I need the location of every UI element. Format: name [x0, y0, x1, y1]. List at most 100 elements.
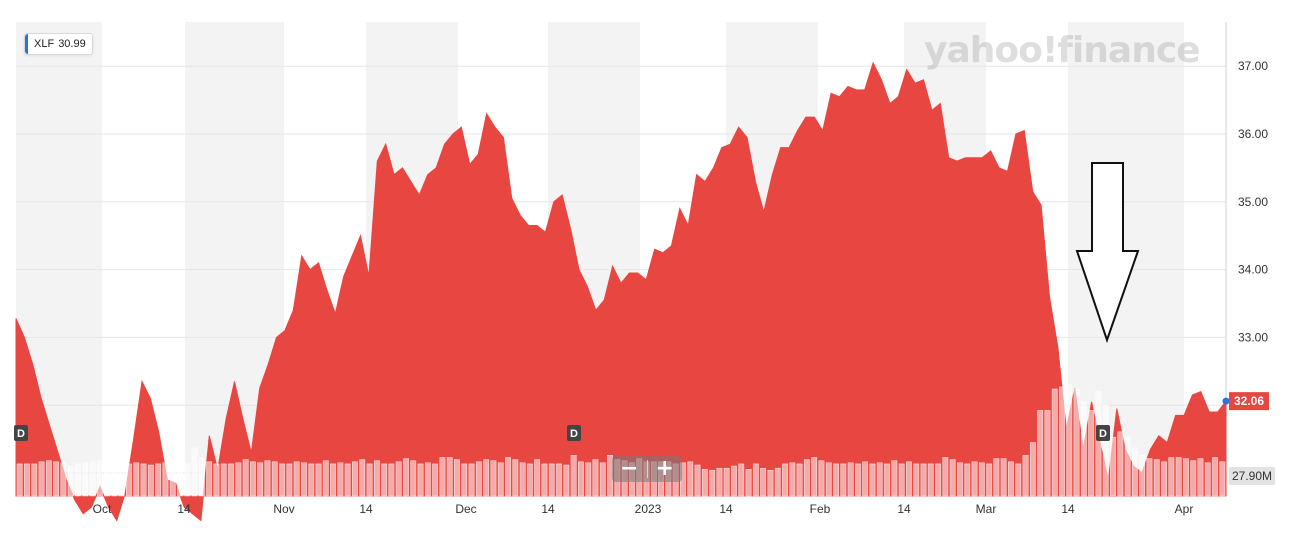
- volume-bar: [1219, 461, 1226, 497]
- volume-bar: [1073, 388, 1080, 497]
- x-tick-label: 14: [1061, 502, 1075, 516]
- volume-bar: [935, 463, 941, 497]
- volume-tag: [1229, 467, 1275, 485]
- volume-bar: [760, 467, 767, 497]
- dividend-marker[interactable]: D: [567, 425, 581, 441]
- volume-bar: [301, 462, 307, 497]
- volume-bar: [884, 463, 890, 497]
- volume-bar: [1175, 457, 1182, 497]
- volume-bar: [505, 457, 511, 497]
- volume-bar: [701, 469, 708, 497]
- annotations: [1075, 162, 1140, 344]
- dividend-badge: [567, 425, 581, 441]
- volume-bar: [1204, 462, 1211, 497]
- dividend-badge: [1096, 425, 1110, 441]
- volume-bar: [446, 457, 453, 497]
- zoom-in-button[interactable]: +: [655, 456, 674, 481]
- volume-bar: [993, 458, 1000, 497]
- volume-bar: [789, 462, 796, 497]
- symbol-legend[interactable]: XLF 30.99: [24, 33, 93, 55]
- legend-value: 30.99: [58, 38, 86, 50]
- x-tick-label: 14: [719, 502, 733, 516]
- price-tags: 32.06 27.90M: [1222, 392, 1275, 485]
- volume-bar: [964, 463, 971, 497]
- volume-bar: [53, 461, 59, 497]
- volume-bar: [162, 462, 169, 497]
- volume-bar: [986, 463, 993, 497]
- volume-bar: [31, 463, 38, 497]
- volume-bar: [308, 463, 315, 497]
- volume-bar: [716, 467, 723, 497]
- volume-bar: [855, 463, 861, 497]
- x-tick-label: 14: [359, 502, 373, 516]
- volume-bar: [1153, 459, 1160, 497]
- dividend-marker[interactable]: D: [1096, 425, 1110, 441]
- volume-bar: [847, 462, 854, 497]
- y-tick-label: 34.00: [1238, 263, 1268, 277]
- volume-bar: [366, 463, 373, 497]
- volume-bar: [184, 463, 191, 497]
- volume-bar: [898, 463, 905, 497]
- volume-bar: [330, 463, 336, 497]
- dividend-label: D: [570, 428, 578, 440]
- yahoo-finance-logo: yahoo!finance: [924, 30, 1201, 71]
- volume-bar: [271, 461, 278, 497]
- volume-bar: [403, 458, 409, 497]
- zoom-out-button[interactable]: −: [620, 456, 639, 481]
- volume-bar: [264, 460, 271, 497]
- y-tick-label: 35.00: [1238, 195, 1268, 209]
- volume-bar: [75, 463, 81, 497]
- volume-bar: [191, 447, 198, 497]
- y-tick-label: 36.00: [1238, 127, 1268, 141]
- dividend-label: D: [17, 428, 25, 440]
- volume-bar: [811, 457, 818, 497]
- volume-bar: [825, 462, 832, 497]
- dividend-marker[interactable]: D: [14, 425, 28, 441]
- volume-bar: [687, 461, 694, 497]
- volume-bar: [1059, 386, 1065, 497]
- volume-bar: [228, 463, 234, 497]
- volume-bar: [563, 464, 570, 497]
- dividend-label: D: [1099, 428, 1107, 440]
- x-axis: Oct 14 Nov 14 Dec 14 2023 14 Feb 14 Mar 14 Apr: [93, 502, 1194, 516]
- volume-bar: [585, 462, 592, 497]
- volume-bar: [1212, 457, 1218, 497]
- volume-bar: [475, 461, 482, 497]
- volume-bar: [67, 465, 74, 497]
- volume-bar: [738, 463, 745, 497]
- volume-bar: [1131, 447, 1138, 497]
- volume-bar: [177, 461, 183, 497]
- volume-bar: [745, 469, 752, 497]
- volume-bar: [38, 461, 45, 497]
- current-price-label: 32.06: [1234, 394, 1264, 408]
- volume-bar: [534, 459, 541, 497]
- volume-bar: [1088, 410, 1095, 497]
- volume-bar: [541, 463, 548, 497]
- volume-bar: [96, 460, 103, 497]
- volume-bar: [169, 458, 176, 497]
- x-tick-label: Feb: [810, 502, 831, 516]
- volume-bar: [556, 463, 562, 497]
- x-tick-label: 14: [177, 502, 191, 516]
- zoom-control[interactable]: − +: [612, 456, 682, 482]
- volume-bar: [1037, 410, 1044, 497]
- volume-bar: [862, 461, 869, 497]
- volume-bar: [1022, 455, 1029, 497]
- volume-bar: [971, 461, 978, 497]
- volume-bar: [876, 462, 883, 497]
- volume-bar: [1000, 458, 1007, 497]
- volume-bar: [242, 459, 249, 497]
- volume-bar: [840, 463, 847, 497]
- volume-bar: [1183, 458, 1189, 497]
- volume-bar: [417, 463, 424, 497]
- volume-bar: [206, 461, 213, 497]
- volume-bar: [424, 462, 431, 497]
- volume-bar: [220, 463, 227, 497]
- volume-bar: [257, 462, 264, 497]
- volume-bar: [140, 463, 147, 497]
- volume-bar: [1044, 410, 1051, 497]
